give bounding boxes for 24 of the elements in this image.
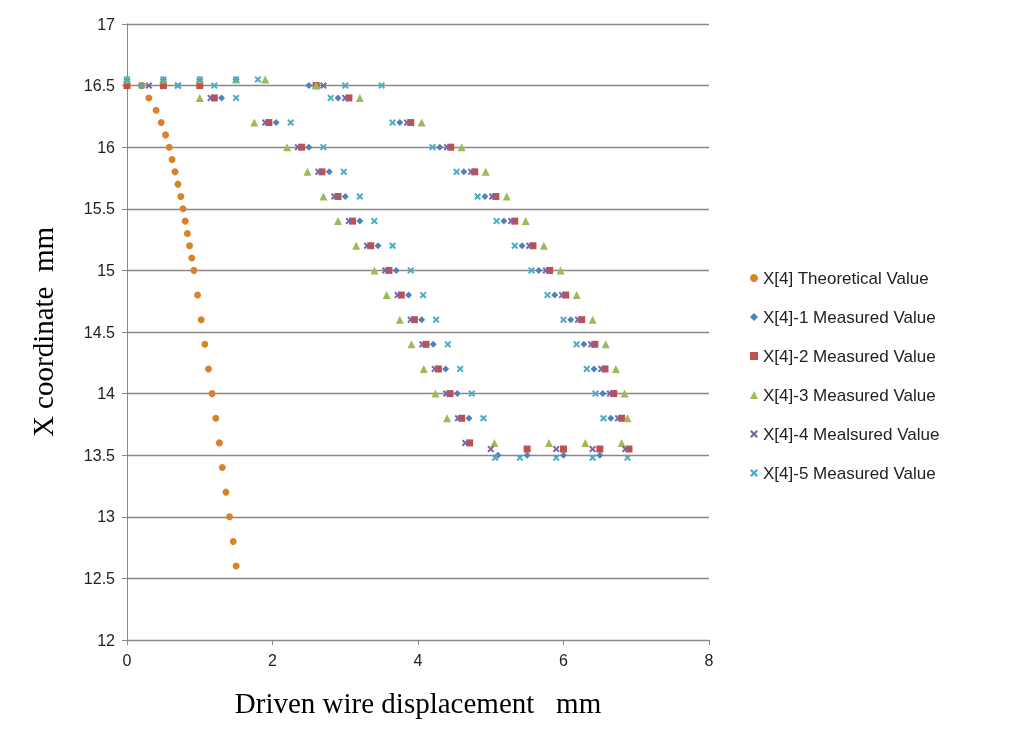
x-tick-label: 6 — [559, 651, 569, 669]
y-tick-label: 14 — [97, 385, 116, 403]
x-axis-title: Driven wire displacement mm — [234, 686, 602, 719]
x-tick-label: 8 — [704, 651, 714, 669]
legend-label: X[4]-3 Measured Value — [763, 385, 936, 405]
legend-label: X[4]-5 Measured Value — [763, 463, 936, 483]
x-tick-label: 4 — [413, 651, 423, 669]
y-tick-label: 13 — [97, 508, 116, 526]
y-tick-label: 17 — [97, 15, 116, 33]
legend-label: X[4]-1 Measured Value — [763, 307, 936, 327]
x-tick-label: 2 — [268, 651, 278, 669]
y-tick-label: 15 — [97, 261, 116, 279]
y-axis-title: X coordinate mm — [26, 226, 59, 438]
legend-label: X[4]-4 Mealsured Value — [763, 424, 940, 444]
x-tick-label: 0 — [122, 651, 132, 669]
y-tick-label: 16 — [97, 138, 116, 156]
legend-label: X[4]-2 Measured Value — [763, 346, 936, 366]
y-tick-label: 12.5 — [83, 569, 116, 587]
y-tick-label: 16.5 — [83, 77, 116, 95]
y-tick-label: 13.5 — [83, 446, 116, 464]
y-tick-label: 15.5 — [83, 200, 116, 218]
legend-label: X[4] Theoretical Value — [763, 268, 929, 288]
y-tick-label: 12 — [97, 631, 116, 649]
y-tick-label: 14.5 — [83, 323, 116, 341]
